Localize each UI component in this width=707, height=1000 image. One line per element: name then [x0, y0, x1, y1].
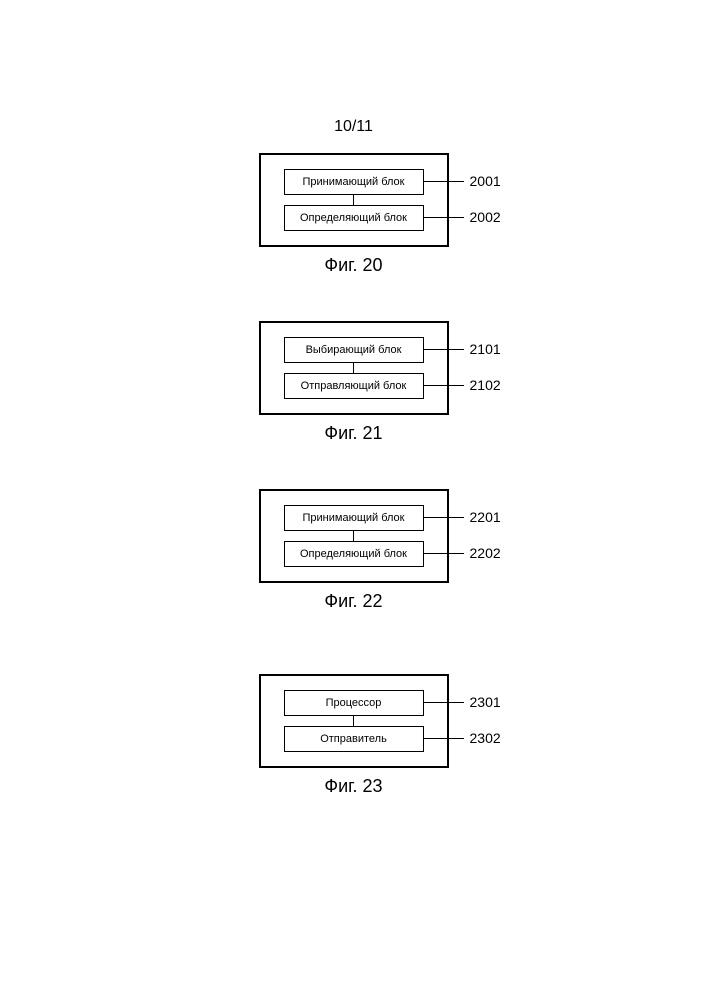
fig23-lead-1 — [424, 702, 464, 703]
fig23-block-1: Процессор — [284, 690, 424, 716]
fig23-connector — [353, 716, 354, 726]
fig21-lead-2 — [424, 385, 464, 386]
figure-20: Принимающий блок 2001 Определяющий блок … — [259, 153, 449, 276]
fig22-ref-1: 2201 — [470, 509, 501, 525]
fig23-block-2: Отправитель — [284, 726, 424, 752]
fig23-ref-1: 2301 — [470, 694, 501, 710]
fig20-block-1-label: Принимающий блок — [303, 176, 405, 188]
fig20-ref-1: 2001 — [470, 173, 501, 189]
fig21-block-2: Отправляющий блок — [284, 373, 424, 399]
fig22-ref-2: 2202 — [470, 545, 501, 561]
fig22-block-2: Определяющий блок — [284, 541, 424, 567]
fig21-ref-1: 2101 — [470, 341, 501, 357]
fig23-block-2-label: Отправитель — [320, 733, 387, 745]
fig23-ref-2: 2302 — [470, 730, 501, 746]
fig22-connector — [353, 531, 354, 541]
fig20-connector — [353, 195, 354, 205]
figure-21: Выбирающий блок 2101 Отправляющий блок 2… — [259, 321, 449, 444]
fig21-block-1: Выбирающий блок — [284, 337, 424, 363]
fig20-ref-2: 2002 — [470, 209, 501, 225]
fig21-outer-box: Выбирающий блок 2101 Отправляющий блок 2… — [259, 321, 449, 415]
page-header: 10/11 — [0, 118, 707, 136]
fig23-caption: Фиг. 23 — [259, 776, 449, 797]
fig21-connector — [353, 363, 354, 373]
fig23-outer-box: Процессор 2301 Отправитель 2302 — [259, 674, 449, 768]
fig23-block-1-label: Процессор — [326, 697, 382, 709]
figure-23: Процессор 2301 Отправитель 2302 Фиг. 23 — [259, 674, 449, 797]
fig20-block-2: Определяющий блок — [284, 205, 424, 231]
fig21-caption: Фиг. 21 — [259, 423, 449, 444]
fig22-lead-2 — [424, 553, 464, 554]
fig20-block-2-label: Определяющий блок — [300, 212, 407, 224]
fig22-block-1-label: Принимающий блок — [303, 512, 405, 524]
fig20-lead-1 — [424, 181, 464, 182]
fig23-lead-2 — [424, 738, 464, 739]
fig22-outer-box: Принимающий блок 2201 Определяющий блок … — [259, 489, 449, 583]
page: 10/11 Принимающий блок 2001 Определяющий… — [0, 0, 707, 1000]
fig21-lead-1 — [424, 349, 464, 350]
fig21-block-2-label: Отправляющий блок — [301, 380, 407, 392]
fig21-block-1-label: Выбирающий блок — [306, 344, 402, 356]
fig20-lead-2 — [424, 217, 464, 218]
figure-22: Принимающий блок 2201 Определяющий блок … — [259, 489, 449, 612]
fig22-caption: Фиг. 22 — [259, 591, 449, 612]
fig22-lead-1 — [424, 517, 464, 518]
fig20-block-1: Принимающий блок — [284, 169, 424, 195]
fig21-ref-2: 2102 — [470, 377, 501, 393]
fig22-block-2-label: Определяющий блок — [300, 548, 407, 560]
fig20-caption: Фиг. 20 — [259, 255, 449, 276]
fig20-outer-box: Принимающий блок 2001 Определяющий блок … — [259, 153, 449, 247]
fig22-block-1: Принимающий блок — [284, 505, 424, 531]
